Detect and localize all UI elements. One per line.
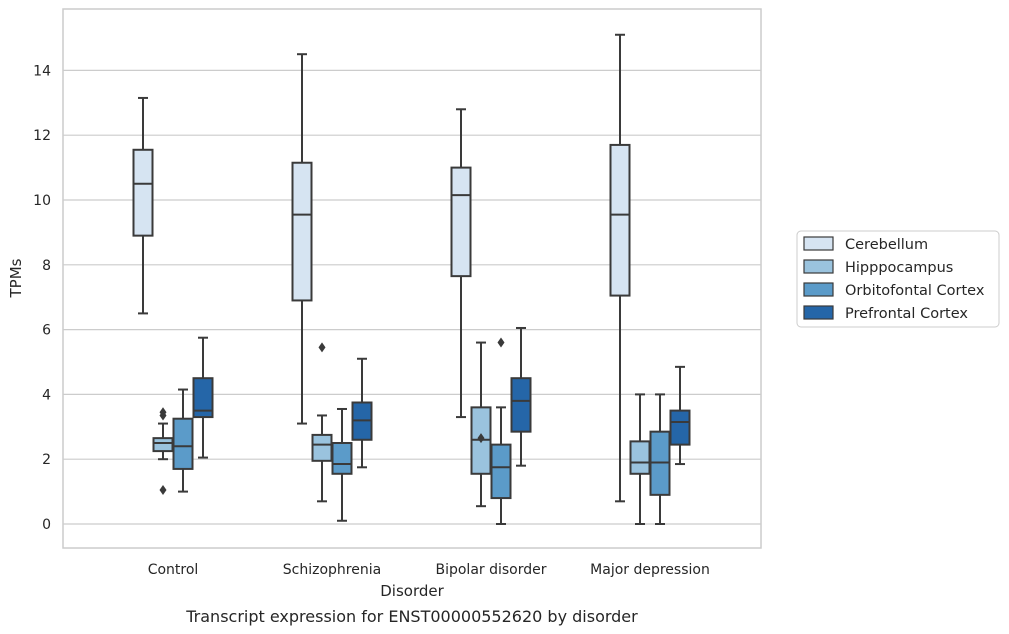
box-iqr — [609, 143, 631, 297]
outlier-point — [318, 342, 326, 353]
box-orbitofontal-cortex — [649, 393, 671, 525]
legend-swatch — [803, 282, 834, 297]
y-tick-label: 2 — [42, 452, 51, 468]
box-prefrontal-cortex — [669, 365, 691, 466]
legend-frame — [796, 230, 1000, 328]
box-iqr — [132, 148, 154, 237]
x-tick-label: Schizophrenia — [283, 562, 381, 578]
y-tick-label: 14 — [33, 63, 51, 79]
box-iqr — [311, 433, 333, 462]
box-prefrontal-cortex — [510, 326, 532, 467]
y-tick-label: 4 — [42, 387, 51, 403]
box-iqr — [331, 442, 353, 475]
y-tick-label: 12 — [33, 128, 51, 144]
legend-label: Hipppocampus — [845, 260, 953, 276]
box-iqr — [490, 443, 512, 500]
box-prefrontal-cortex — [351, 357, 373, 469]
box-iqr — [629, 440, 651, 475]
legend-swatch — [803, 259, 834, 274]
legend-swatch — [803, 236, 834, 251]
box-iqr — [152, 437, 174, 453]
box-iqr — [172, 417, 194, 470]
x-axis-label: Disorder — [380, 582, 444, 600]
box-series — [132, 33, 691, 525]
box-hipppocampus — [152, 407, 174, 495]
box-cerebellum — [450, 108, 472, 419]
outlier-point — [159, 407, 167, 418]
box-cerebellum — [609, 33, 631, 503]
box-orbitofontal-cortex — [172, 388, 194, 493]
box-cerebellum — [291, 53, 313, 425]
outlier-point — [497, 337, 505, 348]
legend-label: Orbitofontal Cortex — [845, 283, 985, 299]
y-tick-label: 6 — [42, 323, 51, 339]
box-orbitofontal-cortex — [331, 407, 353, 522]
legend-label: Cerebellum — [845, 237, 928, 253]
y-tick-label: 10 — [33, 193, 51, 209]
y-axis-ticks: 0 2 4 6 8 10 12 14 — [33, 63, 51, 533]
legend: Cerebellum Hipppocampus Orbitofontal Corte… — [796, 230, 1000, 328]
legend-label: Prefrontal Cortex — [845, 306, 968, 322]
box-iqr — [291, 161, 313, 302]
x-tick-label: Major depression — [590, 562, 710, 578]
y-axis-label: TPMs — [7, 258, 25, 298]
box-hipppocampus — [311, 342, 333, 503]
box-iqr — [669, 409, 691, 446]
legend-swatch — [803, 305, 834, 320]
x-tick-label: Bipolar disorder — [435, 562, 546, 578]
box-cerebellum — [132, 96, 154, 315]
box-orbitofontal-cortex — [490, 337, 512, 525]
box-prefrontal-cortex — [192, 336, 214, 459]
box-iqr — [510, 377, 532, 433]
box-iqr — [450, 166, 472, 278]
outlier-point — [477, 433, 485, 444]
y-tick-label: 8 — [42, 258, 51, 274]
x-tick-label: Control — [148, 562, 199, 578]
outlier-point — [159, 484, 167, 495]
box-iqr — [192, 377, 214, 419]
y-tick-label: 0 — [42, 517, 51, 533]
box-hipppocampus — [470, 341, 492, 508]
plot-frame — [62, 8, 762, 549]
x-axis-ticks: Control Schizophrenia Bipolar disorder Majo… — [148, 562, 710, 578]
chart-caption: Transcript expression for ENST0000055262… — [185, 607, 638, 626]
